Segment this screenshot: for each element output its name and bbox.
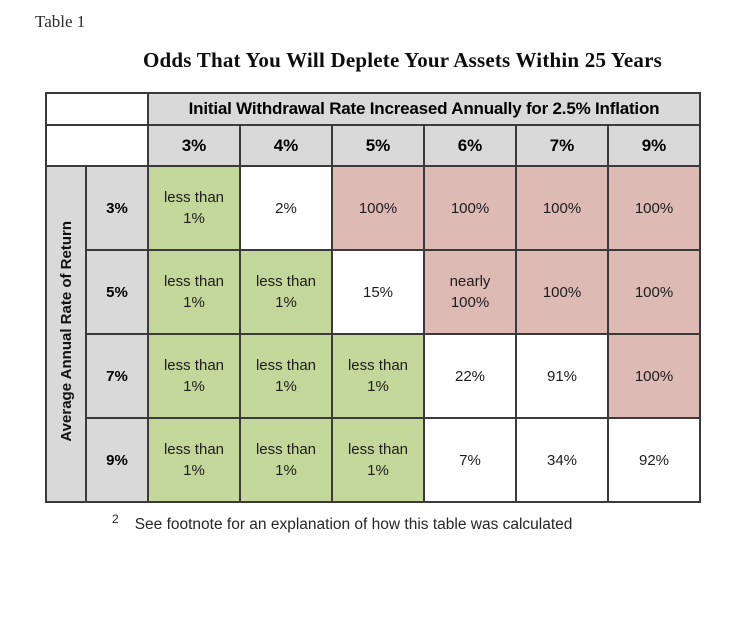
odds-cell: 7% — [423, 417, 517, 503]
footnote-text: See footnote for an explanation of how t… — [134, 516, 573, 534]
odds-cell: 100% — [607, 249, 701, 335]
column-header: 9% — [607, 124, 701, 167]
odds-cell: 100% — [423, 165, 517, 251]
odds-cell: 100% — [515, 165, 609, 251]
odds-cell: less than 1% — [331, 417, 425, 503]
group-header-row: Initial Withdrawal Rate Increased Annual… — [45, 92, 701, 126]
odds-cell: less than 1% — [239, 417, 333, 503]
column-group-header: Initial Withdrawal Rate Increased Annual… — [147, 92, 701, 126]
column-header: 4% — [239, 124, 333, 167]
row-header: 7% — [85, 333, 149, 419]
table-row: 9% less than 1% less than 1% less than 1% 7%… — [46, 417, 701, 503]
odds-cell: less than 1% — [147, 165, 241, 251]
table-head: Initial Withdrawal Rate Increased Annual… — [45, 92, 701, 167]
odds-cell: less than 1% — [147, 249, 241, 335]
table-row: Average Annual Rate of Return 3% less than… — [45, 165, 701, 503]
row-group-header: Average Annual Rate of Return — [45, 165, 87, 503]
column-header: 5% — [331, 124, 425, 167]
odds-cell: 92% — [607, 417, 701, 503]
odds-cell: nearly 100% — [423, 249, 517, 335]
column-header: 3% — [147, 124, 241, 167]
odds-cell: 34% — [515, 417, 609, 503]
odds-cell: 100% — [607, 165, 701, 251]
odds-cell: 100% — [515, 249, 609, 335]
odds-cell: 15% — [331, 249, 425, 335]
odds-cell: less than 1% — [147, 417, 241, 503]
table-title: Odds That You Will Deplete Your Assets W… — [143, 48, 662, 72]
footnote: 2 See footnote for an explanation of how … — [112, 512, 572, 534]
row-header: 3% — [85, 165, 149, 251]
column-header: 6% — [423, 124, 517, 167]
row-header: 5% — [85, 249, 149, 335]
odds-cell: less than 1% — [239, 333, 333, 419]
table-label: Table 1 — [35, 12, 86, 31]
table-row: 5% less than 1% less than 1% 15% nearly 100%… — [46, 249, 701, 335]
odds-cell: 91% — [515, 333, 609, 419]
table-row: 7% less than 1% less than 1% less than 1% 22… — [46, 333, 701, 419]
odds-table: Initial Withdrawal Rate Increased Annual… — [45, 92, 701, 503]
blank-corner — [45, 92, 149, 126]
row-header: 9% — [85, 417, 149, 503]
odds-cell: less than 1% — [239, 249, 333, 335]
table-body: Average Annual Rate of Return 3% less than… — [45, 165, 701, 503]
row-group-header-label: Average Annual Rate of Return — [57, 221, 75, 442]
blank-corner — [45, 124, 149, 167]
odds-cell: 22% — [423, 333, 517, 419]
column-header: 7% — [515, 124, 609, 167]
odds-cell: 2% — [239, 165, 333, 251]
odds-cell: less than 1% — [147, 333, 241, 419]
column-header-row: 3% 4% 5% 6% 7% 9% — [45, 124, 701, 167]
footnote-marker: 2 — [112, 512, 119, 526]
odds-cell: 100% — [607, 333, 701, 419]
odds-cell: 100% — [331, 165, 425, 251]
odds-cell: less than 1% — [331, 333, 425, 419]
